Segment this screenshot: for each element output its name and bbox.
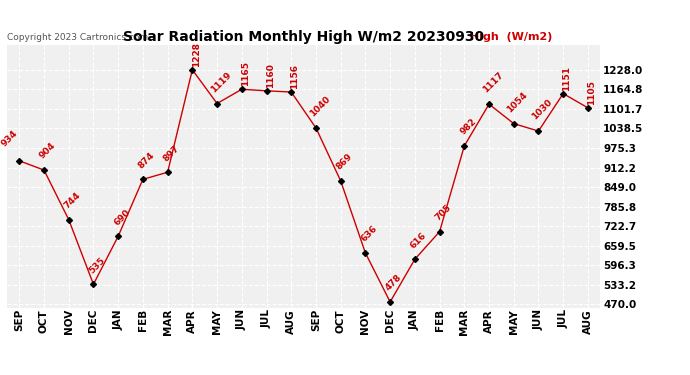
Text: 1151: 1151 xyxy=(562,66,571,90)
Text: 1228: 1228 xyxy=(192,42,201,67)
Text: 744: 744 xyxy=(63,190,82,210)
Text: 904: 904 xyxy=(38,141,57,161)
Text: 1040: 1040 xyxy=(308,95,332,118)
Text: 535: 535 xyxy=(88,255,107,275)
Text: 934: 934 xyxy=(0,129,19,148)
Text: 1156: 1156 xyxy=(290,64,299,89)
Text: High  (W/m2): High (W/m2) xyxy=(470,32,552,42)
Text: 1160: 1160 xyxy=(266,63,275,88)
Title: Solar Radiation Monthly High W/m2 20230930: Solar Radiation Monthly High W/m2 202309… xyxy=(123,30,484,44)
Text: 1054: 1054 xyxy=(506,90,529,114)
Text: 636: 636 xyxy=(359,224,379,244)
Text: 897: 897 xyxy=(161,143,181,163)
Text: 982: 982 xyxy=(458,117,478,136)
Text: 869: 869 xyxy=(335,152,354,172)
Text: 1165: 1165 xyxy=(241,61,250,86)
Text: 478: 478 xyxy=(384,273,404,292)
Text: 690: 690 xyxy=(112,207,132,227)
Text: 1119: 1119 xyxy=(208,70,233,94)
Text: 616: 616 xyxy=(408,230,428,250)
Text: Copyright 2023 Cartronics.com: Copyright 2023 Cartronics.com xyxy=(7,33,148,42)
Text: 705: 705 xyxy=(433,203,453,222)
Text: 1030: 1030 xyxy=(530,98,554,122)
Text: 874: 874 xyxy=(137,150,157,170)
Text: 1117: 1117 xyxy=(481,71,505,95)
Text: 1105: 1105 xyxy=(587,80,596,105)
